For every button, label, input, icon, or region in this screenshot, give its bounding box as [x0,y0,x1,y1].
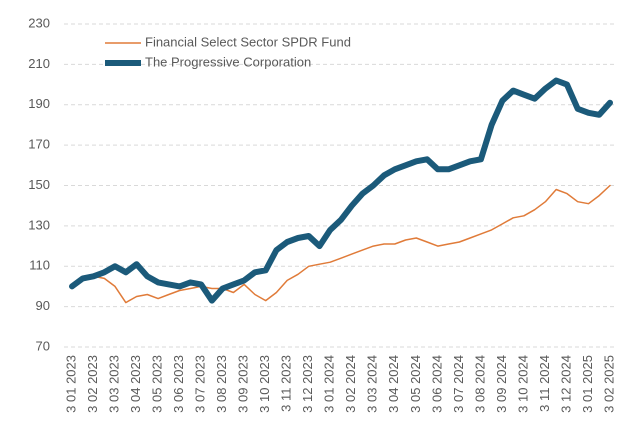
x-tick-label: 3 01 2023 [63,355,78,413]
series-line [71,184,611,304]
x-tick-label: 3 07 2024 [451,355,466,413]
y-tick-label: 230 [28,15,50,30]
x-tick-label: 3 08 2024 [472,355,487,413]
x-tick-label: 3 06 2024 [429,355,444,413]
x-tick-label: 3 04 2023 [128,355,143,413]
x-tick-label: 3 03 2024 [365,355,380,413]
legend-label: Financial Select Sector SPDR Fund [145,34,351,49]
x-tick-label: 3 08 2023 [214,355,229,413]
x-tick-label: 3 05 2024 [408,355,423,413]
x-tick-label: 3 10 2023 [257,355,272,413]
y-tick-label: 130 [28,217,50,232]
y-tick-label: 70 [36,338,50,353]
x-tick-label: 3 01 2024 [322,355,337,413]
series-line [69,77,613,304]
x-tick-label: 3 01 2025 [580,355,595,413]
x-tick-label: 3 05 2023 [150,355,165,413]
legend-label: The Progressive Corporation [145,54,311,69]
y-tick-label: 170 [28,137,50,152]
y-tick-label: 150 [28,177,50,192]
y-tick-label: 210 [28,56,50,71]
y-tick-label: 190 [28,96,50,111]
y-tick-label: 110 [29,258,50,273]
x-tick-label: 3 06 2023 [171,355,186,413]
x-tick-label: 3 09 2024 [494,355,509,413]
x-tick-label: 3 07 2023 [193,355,208,413]
x-tick-label: 3 04 2024 [386,355,401,413]
x-tick-label: 3 02 2025 [601,355,616,413]
x-tick-label: 3 12 2023 [300,355,315,413]
y-tick-label: 90 [36,298,50,313]
x-tick-label: 3 02 2023 [85,355,100,413]
x-tick-label: 3 11 2024 [537,355,552,412]
x-tick-label: 3 12 2024 [558,355,573,413]
x-tick-label: 3 10 2024 [515,355,530,413]
x-tick-label: 3 11 2023 [279,355,294,412]
x-tick-label: 3 02 2024 [343,355,358,413]
x-tick-label: 3 03 2023 [106,355,121,413]
x-tick-label: 3 09 2023 [236,355,251,413]
